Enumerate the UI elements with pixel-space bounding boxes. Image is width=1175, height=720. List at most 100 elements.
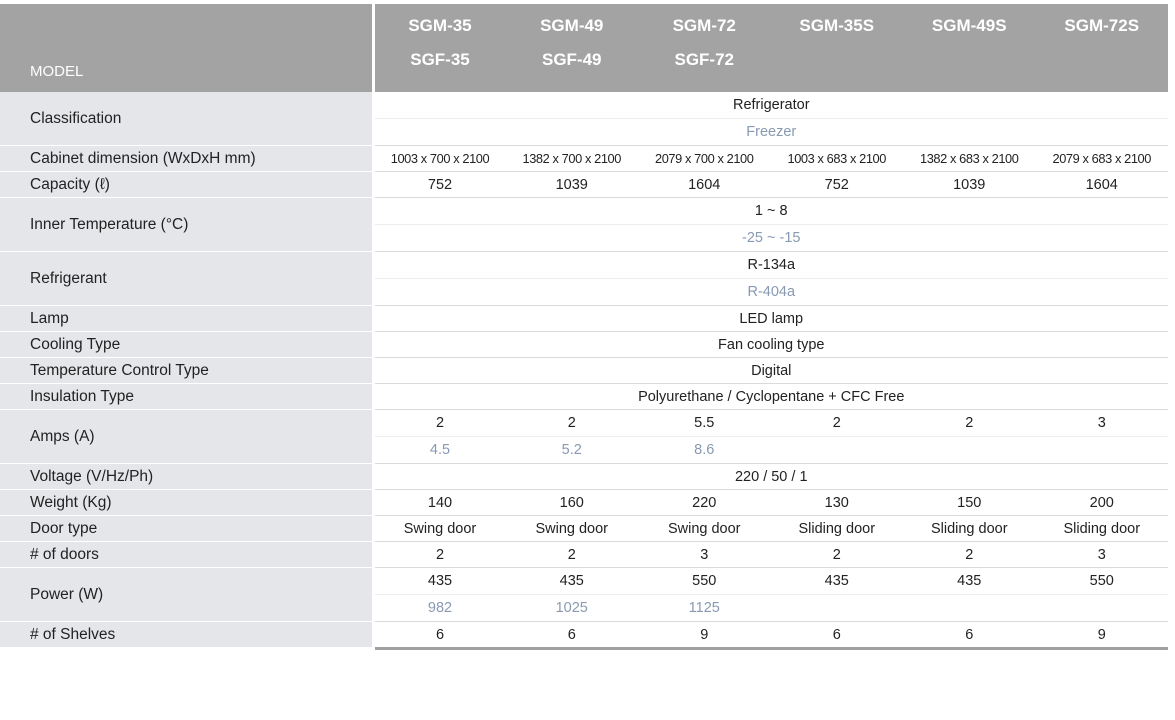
- model-sgm-35: SGM-35: [373, 4, 506, 46]
- row-power: Power (W) 435 435 550 435 435 550: [0, 567, 1168, 622]
- label-lamp: Lamp: [0, 305, 375, 332]
- label-insulation-type: Insulation Type: [0, 383, 375, 410]
- value-weight: 140: [373, 489, 506, 516]
- submodel-sgf-72: SGF-72: [638, 46, 771, 92]
- model-sgm-49s: SGM-49S: [903, 4, 1036, 46]
- value-lamp: LED lamp: [373, 305, 1168, 332]
- submodel-empty: [903, 46, 1036, 92]
- value-door-type: Swing door: [638, 515, 771, 542]
- value-voltage: 220 / 50 / 1: [373, 463, 1168, 490]
- value-power-freezer-empty: [770, 594, 903, 622]
- row-insulation-type: Insulation Type Polyurethane / Cyclopent…: [0, 383, 1168, 410]
- value-power: 435: [770, 567, 903, 595]
- value-doors: 2: [373, 541, 506, 568]
- value-doors: 2: [505, 541, 638, 568]
- submodel-empty: [1035, 46, 1168, 92]
- value-amps-freezer-empty: [770, 436, 903, 464]
- value-power-freezer: 1125: [638, 594, 771, 622]
- row-cooling-type: Cooling Type Fan cooling type: [0, 331, 1168, 358]
- header-row-models: MODEL SGM-35 SGM-49 SGM-72 SGM-35S SGM-4…: [0, 4, 1168, 92]
- value-amps: 2: [770, 409, 903, 437]
- value-capacity: 752: [770, 171, 903, 198]
- row-door-type: Door type Swing door Swing door Swing do…: [0, 515, 1168, 542]
- value-weight: 150: [903, 489, 1036, 516]
- row-number-of-shelves: # of Shelves 6 6 9 6 6 9: [0, 621, 1168, 650]
- value-shelves: 6: [903, 621, 1036, 650]
- value-cabinet: 2079 x 700 x 2100: [638, 145, 771, 172]
- value-amps-freezer-empty: [1035, 436, 1168, 464]
- row-refrigerant-freezer: R-404a: [0, 278, 1168, 306]
- value-power: 550: [638, 567, 771, 595]
- label-cabinet-dimension: Cabinet dimension (WxDxH mm): [0, 145, 375, 172]
- value-capacity: 752: [373, 171, 506, 198]
- value-amps-freezer: 5.2: [505, 436, 638, 464]
- value-amps: 3: [1035, 409, 1168, 437]
- label-inner-temperature: Inner Temperature (°C): [0, 197, 375, 252]
- label-number-of-shelves: # of Shelves: [0, 621, 375, 650]
- value-shelves: 9: [638, 621, 771, 650]
- value-power-freezer: 982: [373, 594, 506, 622]
- value-doors: 2: [770, 541, 903, 568]
- value-door-type: Sliding door: [1035, 515, 1168, 542]
- label-cooling-type: Cooling Type: [0, 331, 375, 358]
- label-amps: Amps (A): [0, 409, 375, 464]
- value-refrigerant-freezer: R-404a: [373, 278, 1168, 306]
- value-power: 550: [1035, 567, 1168, 595]
- value-shelves: 9: [1035, 621, 1168, 650]
- model-sgm-35s: SGM-35S: [770, 4, 903, 46]
- value-inner-temp-refrigerator: 1 ~ 8: [373, 197, 1168, 225]
- row-capacity: Capacity (ℓ) 752 1039 1604 752 1039 1604: [0, 171, 1168, 198]
- value-amps-freezer: 8.6: [638, 436, 771, 464]
- row-weight: Weight (Kg) 140 160 220 130 150 200: [0, 489, 1168, 516]
- row-amps-freezer: 4.5 5.2 8.6: [0, 436, 1168, 464]
- value-weight: 130: [770, 489, 903, 516]
- value-capacity: 1604: [1035, 171, 1168, 198]
- value-power-freezer-empty: [1035, 594, 1168, 622]
- model-sgm-49: SGM-49: [505, 4, 638, 46]
- value-cabinet: 1382 x 700 x 2100: [505, 145, 638, 172]
- row-voltage: Voltage (V/Hz/Ph) 220 / 50 / 1: [0, 463, 1168, 490]
- value-amps-freezer-empty: [903, 436, 1036, 464]
- value-classification-freezer: Freezer: [373, 118, 1168, 146]
- model-sgm-72: SGM-72: [638, 4, 771, 46]
- value-doors: 2: [903, 541, 1036, 568]
- row-cabinet-dimension: Cabinet dimension (WxDxH mm) 1003 x 700 …: [0, 145, 1168, 172]
- row-temperature-control: Temperature Control Type Digital: [0, 357, 1168, 384]
- value-cabinet: 2079 x 683 x 2100: [1035, 145, 1168, 172]
- value-amps: 2: [903, 409, 1036, 437]
- label-capacity: Capacity (ℓ): [0, 171, 375, 198]
- value-door-type: Sliding door: [770, 515, 903, 542]
- value-amps: 5.5: [638, 409, 771, 437]
- value-amps: 2: [505, 409, 638, 437]
- row-number-of-doors: # of doors 2 2 3 2 2 3: [0, 541, 1168, 568]
- value-power: 435: [505, 567, 638, 595]
- value-refrigerant-refrigerator: R-134a: [373, 251, 1168, 279]
- value-cooling-type: Fan cooling type: [373, 331, 1168, 358]
- label-door-type: Door type: [0, 515, 375, 542]
- submodel-sgf-49: SGF-49: [505, 46, 638, 92]
- value-cabinet: 1003 x 683 x 2100: [770, 145, 903, 172]
- value-power-freezer: 1025: [505, 594, 638, 622]
- value-doors: 3: [1035, 541, 1168, 568]
- value-capacity: 1039: [505, 171, 638, 198]
- label-classification: Classification: [0, 92, 375, 146]
- model-sgm-72s: SGM-72S: [1035, 4, 1168, 46]
- value-amps: 2: [373, 409, 506, 437]
- row-classification: Classification Refrigerator: [0, 92, 1168, 146]
- value-door-type: Swing door: [373, 515, 506, 542]
- row-classification-freezer: Freezer: [0, 118, 1168, 146]
- value-weight: 160: [505, 489, 638, 516]
- value-cabinet: 1003 x 700 x 2100: [373, 145, 506, 172]
- label-weight: Weight (Kg): [0, 489, 375, 516]
- label-refrigerant: Refrigerant: [0, 251, 375, 306]
- label-power: Power (W): [0, 567, 375, 622]
- value-power-freezer-empty: [903, 594, 1036, 622]
- row-lamp: Lamp LED lamp: [0, 305, 1168, 332]
- value-shelves: 6: [505, 621, 638, 650]
- value-power: 435: [903, 567, 1036, 595]
- value-capacity: 1604: [638, 171, 771, 198]
- label-number-of-doors: # of doors: [0, 541, 375, 568]
- row-refrigerant: Refrigerant R-134a: [0, 251, 1168, 306]
- value-classification-refrigerator: Refrigerator: [732, 97, 810, 113]
